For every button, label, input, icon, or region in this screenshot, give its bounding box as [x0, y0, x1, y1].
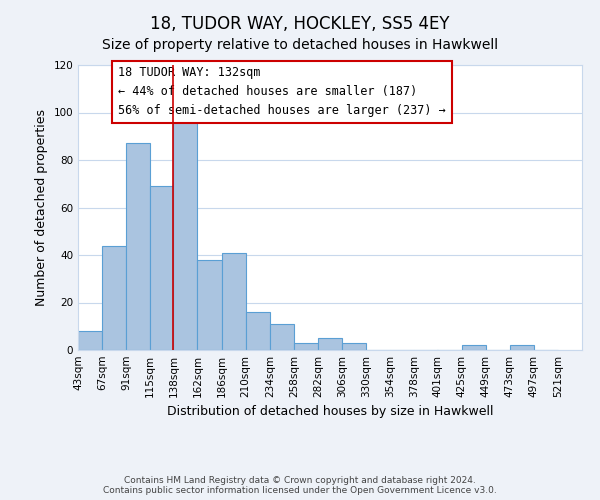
Text: 18 TUDOR WAY: 132sqm
← 44% of detached houses are smaller (187)
56% of semi-deta: 18 TUDOR WAY: 132sqm ← 44% of detached h… — [118, 66, 446, 118]
Bar — [173, 112, 197, 350]
Text: 18, TUDOR WAY, HOCKLEY, SS5 4EY: 18, TUDOR WAY, HOCKLEY, SS5 4EY — [150, 15, 450, 33]
Bar — [245, 312, 270, 350]
Bar — [318, 338, 342, 350]
Bar — [510, 346, 534, 350]
Bar — [78, 331, 102, 350]
Bar — [294, 343, 318, 350]
Bar — [102, 246, 126, 350]
X-axis label: Distribution of detached houses by size in Hawkwell: Distribution of detached houses by size … — [167, 406, 493, 418]
Bar — [126, 144, 150, 350]
Bar — [342, 343, 366, 350]
Bar — [221, 252, 245, 350]
Bar — [270, 324, 294, 350]
Bar — [461, 346, 485, 350]
Y-axis label: Number of detached properties: Number of detached properties — [35, 109, 48, 306]
Bar — [197, 260, 221, 350]
Bar — [150, 186, 175, 350]
Text: Contains HM Land Registry data © Crown copyright and database right 2024.
Contai: Contains HM Land Registry data © Crown c… — [103, 476, 497, 495]
Text: Size of property relative to detached houses in Hawkwell: Size of property relative to detached ho… — [102, 38, 498, 52]
